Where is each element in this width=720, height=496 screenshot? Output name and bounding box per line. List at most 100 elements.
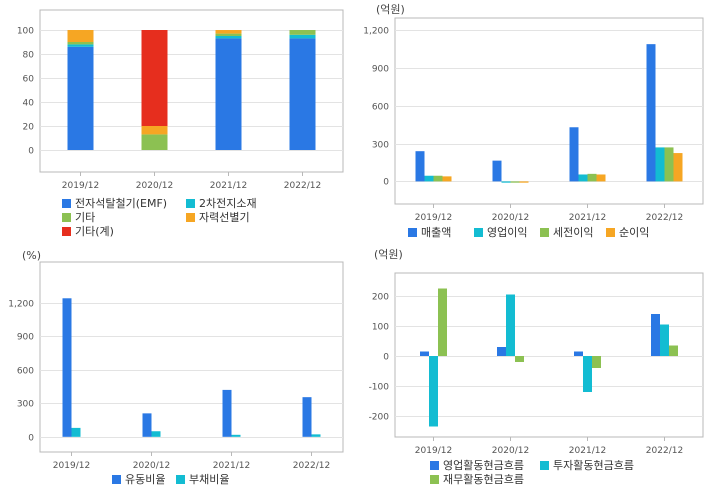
legend-label: 자력선별기 bbox=[199, 211, 250, 224]
legend-swatch bbox=[186, 199, 195, 208]
bar bbox=[62, 298, 72, 437]
bar bbox=[420, 351, 429, 356]
bar-segment bbox=[141, 30, 168, 126]
chart-frame bbox=[394, 17, 704, 205]
bar-segment bbox=[215, 30, 242, 34]
x-tick-label: 2019/12 bbox=[415, 446, 452, 456]
bar bbox=[222, 389, 232, 437]
chart-frame bbox=[39, 261, 344, 453]
legend-swatch bbox=[540, 228, 549, 237]
y-tick-label: -200 bbox=[369, 413, 390, 423]
bar bbox=[651, 314, 660, 356]
y-tick-label: 60 bbox=[23, 75, 35, 85]
legend-label: 영업활동현금흐름 bbox=[443, 458, 524, 472]
y-tick-label: 0 bbox=[28, 434, 34, 444]
x-tick-label: 2020/12 bbox=[133, 461, 170, 471]
bar bbox=[142, 413, 152, 437]
bar bbox=[415, 151, 425, 182]
y-tick-label: 600 bbox=[372, 103, 389, 113]
y-tick-label: 900 bbox=[17, 333, 34, 343]
legend-swatch bbox=[430, 461, 439, 470]
bar bbox=[569, 127, 579, 182]
y-tick-label: 900 bbox=[372, 65, 389, 75]
bar bbox=[515, 356, 524, 362]
legend-label: 기타(계) bbox=[75, 225, 114, 238]
bar-segment bbox=[67, 30, 94, 42]
y-tick-label: 20 bbox=[23, 123, 35, 133]
y-tick-label: 600 bbox=[17, 367, 34, 377]
legend-swatch bbox=[62, 199, 71, 208]
y-tick-label: 1,200 bbox=[8, 300, 34, 310]
bar bbox=[302, 397, 312, 437]
bar bbox=[438, 288, 447, 356]
legend-swatch bbox=[62, 227, 71, 236]
y-tick-label: 40 bbox=[23, 99, 35, 109]
bar bbox=[592, 356, 601, 368]
x-tick-label: 2022/12 bbox=[293, 461, 330, 471]
legend-swatch bbox=[112, 475, 121, 484]
legend-label: 전자석탈철기(EMF) bbox=[75, 197, 167, 210]
y-tick-label: 0 bbox=[383, 353, 389, 363]
x-tick-label: 2022/12 bbox=[646, 213, 683, 223]
bar bbox=[574, 351, 583, 356]
legend-swatch bbox=[408, 228, 417, 237]
bar bbox=[596, 174, 606, 182]
legend-label: 2차전지소재 bbox=[199, 197, 257, 210]
bar bbox=[660, 324, 669, 356]
bar bbox=[519, 181, 529, 183]
legend-swatch bbox=[62, 213, 71, 222]
y-tick-label: 1,200 bbox=[363, 27, 389, 37]
legend-label: 순이익 bbox=[619, 226, 649, 239]
unit-label: (억원) bbox=[374, 248, 403, 261]
x-tick-label: 2021/12 bbox=[210, 181, 247, 191]
y-tick-label: -100 bbox=[369, 383, 390, 393]
legend-swatch bbox=[540, 461, 549, 470]
bar bbox=[646, 44, 656, 182]
legend-label: 매출액 bbox=[421, 226, 451, 239]
chart-frame bbox=[394, 272, 704, 438]
bar bbox=[669, 345, 678, 356]
bar-segment bbox=[141, 134, 168, 150]
bar-segment bbox=[215, 38, 242, 150]
x-tick-label: 2019/12 bbox=[62, 181, 99, 191]
bar-segment bbox=[141, 126, 168, 135]
bar bbox=[497, 347, 506, 356]
bar bbox=[311, 434, 321, 437]
bar-segment bbox=[289, 30, 316, 35]
unit-label: (%) bbox=[22, 249, 41, 262]
x-tick-label: 2022/12 bbox=[646, 446, 683, 456]
x-tick-label: 2021/12 bbox=[569, 213, 606, 223]
legend-swatch bbox=[474, 228, 483, 237]
legend-label: 유동비율 bbox=[125, 473, 165, 486]
bar-segment bbox=[215, 33, 242, 36]
bar bbox=[664, 147, 674, 182]
bar-segment bbox=[67, 46, 94, 150]
legend-swatch bbox=[430, 475, 439, 484]
bar bbox=[231, 434, 241, 437]
bar bbox=[587, 173, 597, 182]
bar bbox=[442, 176, 452, 182]
y-tick-label: 0 bbox=[28, 147, 34, 157]
bar-segment bbox=[289, 34, 316, 39]
legend-label: 세전이익 bbox=[553, 226, 593, 239]
y-tick-label: 100 bbox=[372, 323, 389, 333]
chart-frame bbox=[39, 9, 344, 173]
x-tick-label: 2020/12 bbox=[492, 446, 529, 456]
bar bbox=[583, 356, 592, 392]
bar-segment bbox=[67, 42, 94, 45]
bar bbox=[506, 294, 515, 356]
bar bbox=[151, 431, 161, 437]
bar bbox=[655, 147, 665, 182]
y-tick-label: 80 bbox=[23, 51, 35, 61]
y-tick-label: 200 bbox=[372, 293, 389, 303]
unit-label: (억원) bbox=[376, 3, 405, 16]
legend-swatch bbox=[176, 475, 185, 484]
y-tick-label: 300 bbox=[372, 141, 389, 151]
bar bbox=[510, 181, 520, 183]
legend-label: 재무활동현금흐름 bbox=[443, 472, 524, 486]
x-tick-label: 2020/12 bbox=[136, 181, 173, 191]
x-tick-label: 2019/12 bbox=[53, 461, 90, 471]
bar-segment bbox=[67, 44, 94, 47]
